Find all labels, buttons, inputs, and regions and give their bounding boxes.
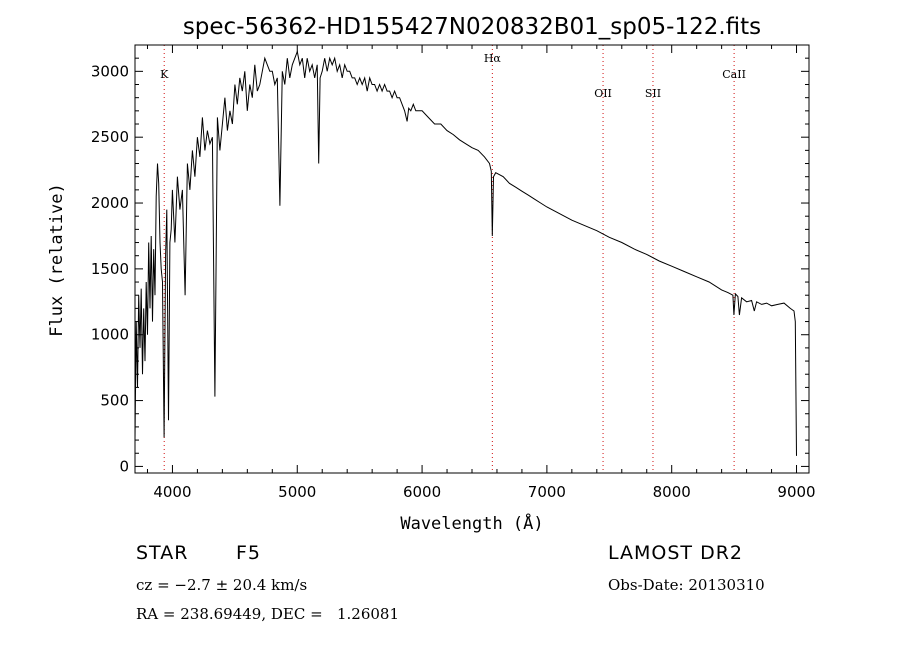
x-axis-label: Wavelength (Å) bbox=[400, 512, 543, 534]
spectrum-series-0 bbox=[134, 49, 797, 456]
series-group bbox=[134, 49, 797, 456]
y-axis-label: Flux (relative) bbox=[47, 183, 67, 337]
coordinates-text: RA = 238.69449, DEC = 1.26081 bbox=[136, 605, 400, 623]
y-tick-label: 1500 bbox=[91, 260, 129, 278]
line-marker-label: SII bbox=[645, 87, 661, 100]
axis-ticks: 4000 5000 6000 7000 8000 9000 0 500 1000 1500 2000… bbox=[91, 45, 816, 501]
line-marker-label: Hα bbox=[484, 52, 502, 65]
line-marker-label: CaII bbox=[722, 68, 746, 81]
x-tick-label: 7000 bbox=[528, 483, 566, 501]
y-tick-label: 0 bbox=[119, 457, 129, 475]
x-tick-label: 8000 bbox=[653, 483, 691, 501]
y-tick-label: 1000 bbox=[91, 326, 129, 344]
line-marker-label: K bbox=[160, 68, 169, 81]
subclass: F5 bbox=[236, 542, 262, 564]
obs-date: Obs-Date: 20130310 bbox=[608, 576, 765, 594]
x-tick-label: 6000 bbox=[403, 483, 441, 501]
object-type: STAR bbox=[136, 542, 189, 564]
chart-title: spec-56362-HD155427N020832B01_sp05-122.f… bbox=[183, 14, 761, 40]
survey-name: LAMOST DR2 bbox=[608, 542, 743, 564]
line-markers: K Hα OII SII CaII bbox=[160, 45, 746, 473]
line-marker-label: OII bbox=[594, 87, 612, 100]
x-tick-label: 5000 bbox=[278, 483, 316, 501]
x-tick-label: 4000 bbox=[153, 483, 191, 501]
y-tick-label: 500 bbox=[100, 392, 129, 410]
y-tick-label: 3000 bbox=[91, 62, 129, 80]
y-tick-label: 2500 bbox=[91, 128, 129, 146]
y-tick-label: 2000 bbox=[91, 194, 129, 212]
plot-frame bbox=[134, 44, 810, 474]
redshift-text: cz = −2.7 ± 20.4 km/s bbox=[136, 576, 308, 594]
x-tick-label: 9000 bbox=[777, 483, 815, 501]
